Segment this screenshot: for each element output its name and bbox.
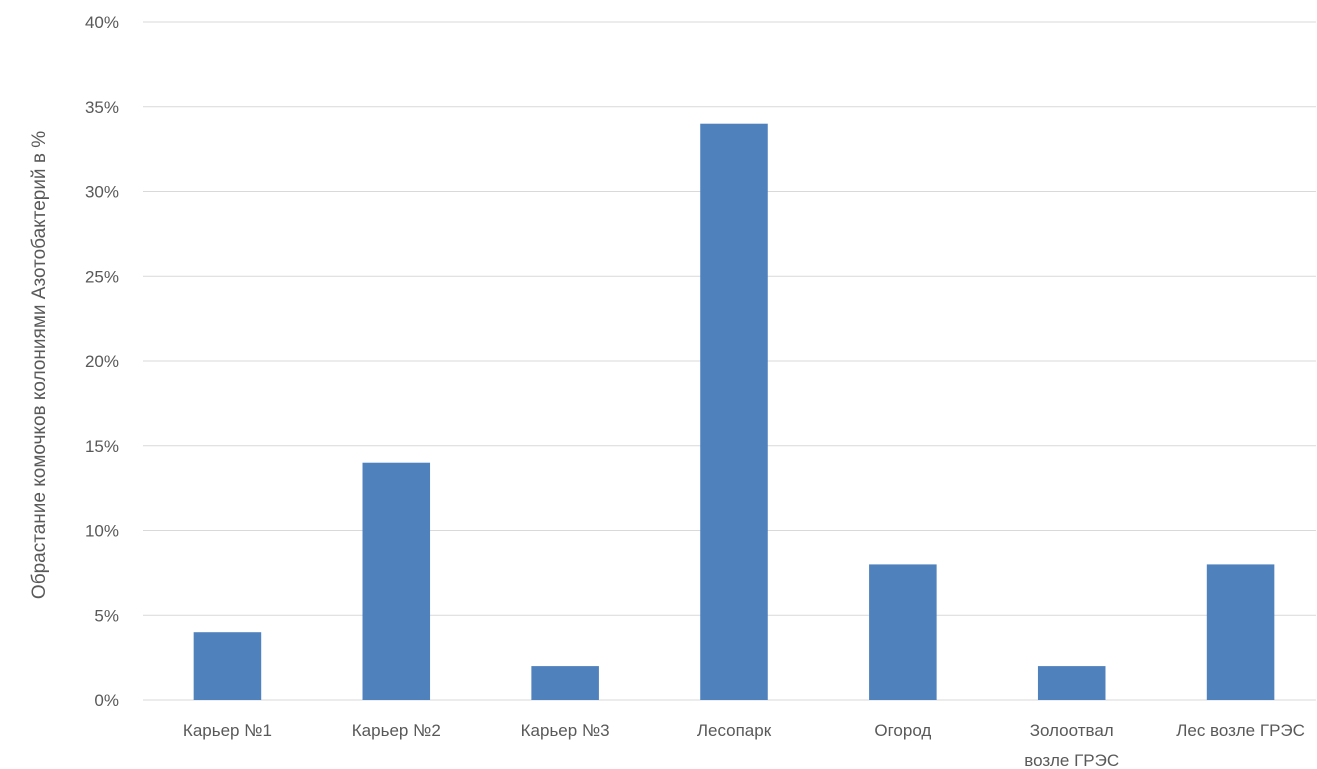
y-tick-label: 35%: [85, 98, 119, 117]
y-tick-label: 30%: [85, 183, 119, 202]
y-tick-label: 5%: [94, 606, 119, 625]
bar: [362, 462, 431, 700]
bar: [1037, 666, 1106, 700]
y-tick-label: 10%: [85, 522, 119, 541]
bar: [1206, 564, 1275, 700]
bar: [869, 564, 937, 700]
y-tick-label: 0%: [94, 691, 119, 710]
bar: [531, 666, 599, 700]
bars: [193, 123, 1275, 700]
x-category-label: Лесопарк: [697, 721, 772, 740]
x-category-label: Карьер №1: [183, 721, 272, 740]
y-tick-label: 20%: [85, 352, 119, 371]
y-tick-label: 25%: [85, 267, 119, 286]
y-tick-label: 40%: [85, 13, 119, 32]
y-tick-label: 15%: [85, 437, 119, 456]
x-category-label: Лес возле ГРЭС: [1176, 721, 1305, 740]
x-category-label: Карьер №2: [352, 721, 441, 740]
y-axis-ticks: 0% 5% 10% 15% 20% 25% 30% 35% 40%: [85, 13, 119, 710]
x-category-label: Золоотвал: [1030, 721, 1114, 740]
bar: [700, 123, 768, 700]
y-axis-title: Обрастание комочков колониями Азотобакте…: [29, 131, 50, 599]
x-category-label: возле ГРЭС: [1024, 751, 1119, 769]
x-category-label: Карьер №3: [521, 721, 610, 740]
x-axis-categories: Карьер №1 Карьер №2 Карьер №3 Лесопарк Огоро…: [183, 721, 1305, 769]
x-category-label: Огород: [874, 721, 931, 740]
bar: [193, 632, 262, 700]
